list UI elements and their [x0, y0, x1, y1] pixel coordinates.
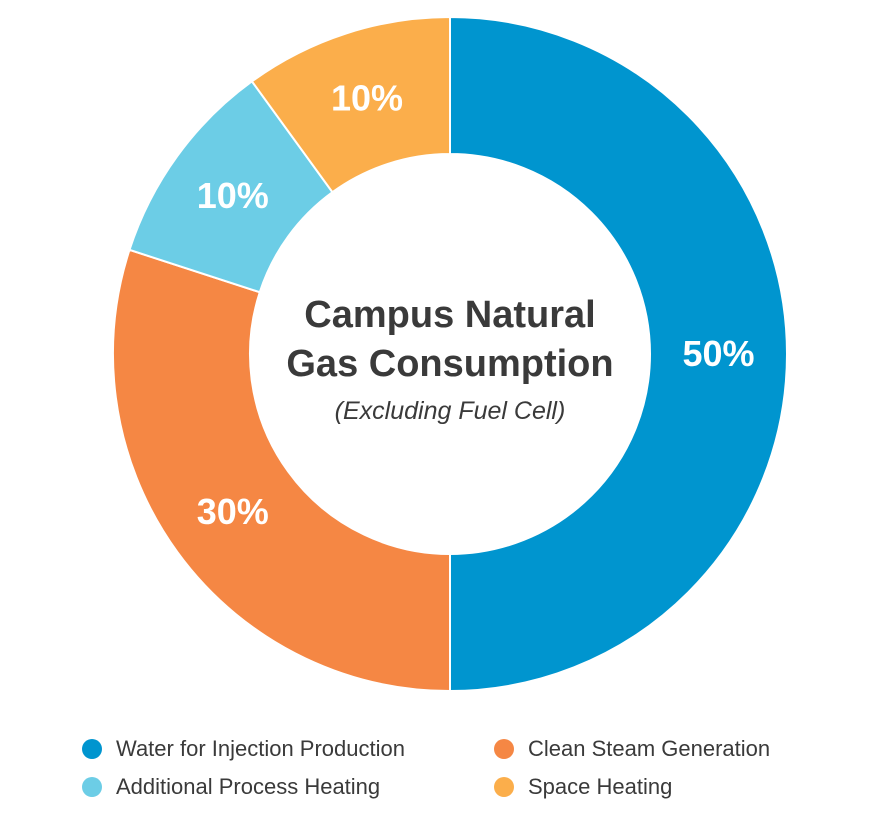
slice-water-for-injection-production [449, 15, 788, 693]
legend-row-1: Water for Injection Production Clean Ste… [82, 730, 862, 768]
slice-label: 10% [331, 78, 403, 119]
slice-space-heating [250, 15, 451, 194]
legend-label: Space Heating [528, 774, 673, 799]
legend-swatch [82, 777, 102, 797]
slice-label: 50% [682, 333, 754, 374]
legend-item-water-for-injection: Water for Injection Production [82, 736, 494, 762]
legend-row-2: Additional Process Heating Space Heating [82, 768, 862, 806]
chart-legend: Water for Injection Production Clean Ste… [82, 730, 862, 806]
legend-label: Clean Steam Generation [528, 736, 771, 761]
chart-title-line1: Campus Natural [304, 294, 595, 336]
donut-chart: 50% 30% 10% 10% Campus Natural Gas Consumpt… [112, 15, 788, 693]
legend-item-space-heating: Space Heating [494, 774, 672, 800]
slice-clean-steam-generation [112, 248, 451, 693]
slice-labels: 50% 30% 10% 10% [197, 78, 755, 532]
legend-swatch [82, 739, 102, 759]
legend-item-additional-process-heating: Additional Process Heating [82, 774, 494, 800]
legend-swatch [494, 777, 514, 797]
legend-swatch [494, 739, 514, 759]
slice-label: 10% [197, 175, 269, 216]
legend-item-clean-steam: Clean Steam Generation [494, 736, 770, 762]
legend-label: Additional Process Heating [116, 774, 381, 799]
chart-title-line2: Gas Consumption [286, 343, 613, 385]
chart-subtitle: (Excluding Fuel Cell) [335, 397, 566, 425]
donut-slices [112, 15, 788, 693]
legend-label: Water for Injection Production [116, 736, 405, 761]
slice-label: 30% [197, 491, 269, 532]
